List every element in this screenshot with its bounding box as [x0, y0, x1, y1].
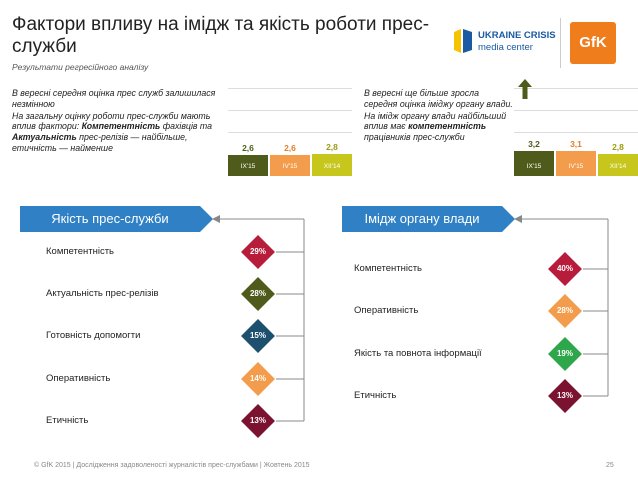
- press-service-factor-label-0: Компетентність: [46, 246, 114, 257]
- press-service-pct-label-2: 15%: [249, 331, 266, 340]
- mini-left-bar-1: IV'15: [270, 155, 310, 176]
- press-service-pct-label-1: 28%: [249, 289, 266, 298]
- ukraine-crisis-logo-line1: UKRAINE CRISIS: [478, 30, 556, 41]
- page-title: Фактори впливу на імідж та якість роботи…: [12, 14, 430, 57]
- ukraine-crisis-logo-icon: [454, 29, 472, 53]
- mini-right-bar-2: XII'14: [598, 154, 638, 176]
- mini-right-category-label-1: IV'15: [568, 163, 584, 170]
- authority-image-pct-label-0: 40%: [556, 264, 573, 273]
- mini-bar-chart-authority-image: IX'15 3,2 IV'15 3,1 XII'14 2,8: [514, 88, 638, 176]
- press-service-pct-label-0: 29%: [249, 247, 266, 256]
- mini-left-bar-0: IX'15: [228, 155, 268, 176]
- right-note-p2: На імідж органу влади найбільший вплив м…: [364, 110, 507, 143]
- mini-right-category-label-2: XII'14: [609, 163, 627, 170]
- mini-left-value-label-0: 2,6: [242, 143, 254, 153]
- page-number: 25: [606, 462, 614, 469]
- mini-left-category-label-0: IX'15: [240, 163, 256, 170]
- press-service-pct-label-3: 14%: [249, 374, 266, 383]
- mini-right-value-label-1: 3,1: [570, 139, 582, 149]
- authority-image-factor-label-2: Якість та повнота інформації: [354, 348, 482, 359]
- mini-right-value-label-0: 3,2: [528, 139, 540, 149]
- press-service-factor-label-3: Оперативність: [46, 373, 111, 384]
- mini-right-value-label-2: 2,8: [612, 142, 624, 152]
- ukraine-crisis-logo: UKRAINE CRISIS media center: [452, 26, 556, 62]
- mini-left-category-label-2: XII'14: [323, 163, 341, 170]
- press-service-pct-label-4: 13%: [249, 416, 266, 425]
- left-note-p1: В вересні середня оцінка прес служб зали…: [12, 88, 216, 109]
- right-note-p1: В вересні ще більше зросла середня оцінк…: [364, 88, 513, 109]
- gfk-logo: GfK: [570, 22, 616, 64]
- panel-header-press-service: Якість прес-служби: [20, 206, 213, 232]
- mini-right-bar-1: IV'15: [556, 151, 596, 176]
- authority-image-factor-label-3: Етичність: [354, 390, 397, 401]
- mini-left-value-label-2: 2,8: [326, 142, 338, 152]
- press-service-factor-label-2: Готовність допомогти: [46, 330, 141, 341]
- arrow-up-icon: [518, 79, 532, 99]
- mini-right-category-label-0: IX'15: [526, 163, 542, 170]
- mini-left-bar-2: XII'14: [312, 154, 352, 176]
- footer-text: © GfK 2015 | Дослідження задоволеності ж…: [34, 462, 310, 469]
- authority-image-pct-label-1: 28%: [556, 306, 573, 315]
- right-note: В вересні ще більше зросла середня оцінк…: [364, 88, 514, 144]
- mini-left-value-label-1: 2,6: [284, 143, 296, 153]
- logo-divider: [560, 18, 561, 68]
- authority-image-pct-label-2: 19%: [556, 349, 573, 358]
- authority-image-factor-label-1: Оперативність: [354, 305, 419, 316]
- press-service-factor-label-1: Актуальність прес-релізів: [46, 288, 159, 299]
- mini-right-bar-0: IX'15: [514, 151, 554, 176]
- authority-image-pct-label-3: 13%: [556, 391, 573, 400]
- mini-left-category-label-1: IV'15: [282, 163, 298, 170]
- ukraine-crisis-logo-line2: media center: [478, 42, 533, 53]
- authority-image-factor-label-0: Компетентність: [354, 263, 422, 274]
- press-service-factor-label-4: Етичність: [46, 415, 89, 426]
- left-note-p2: На загальну оцінку роботи прес-служби ма…: [12, 110, 213, 153]
- page-subtitle: Результати регресійного аналізу: [12, 62, 149, 72]
- left-note: В вересні середня оцінка прес служб зали…: [12, 88, 224, 155]
- mini-bar-chart-press-service: IX'15 2,6 IV'15 2,6 XII'14 2,8: [228, 88, 352, 176]
- panel-header-authority-image: Імідж органу влади: [342, 206, 515, 232]
